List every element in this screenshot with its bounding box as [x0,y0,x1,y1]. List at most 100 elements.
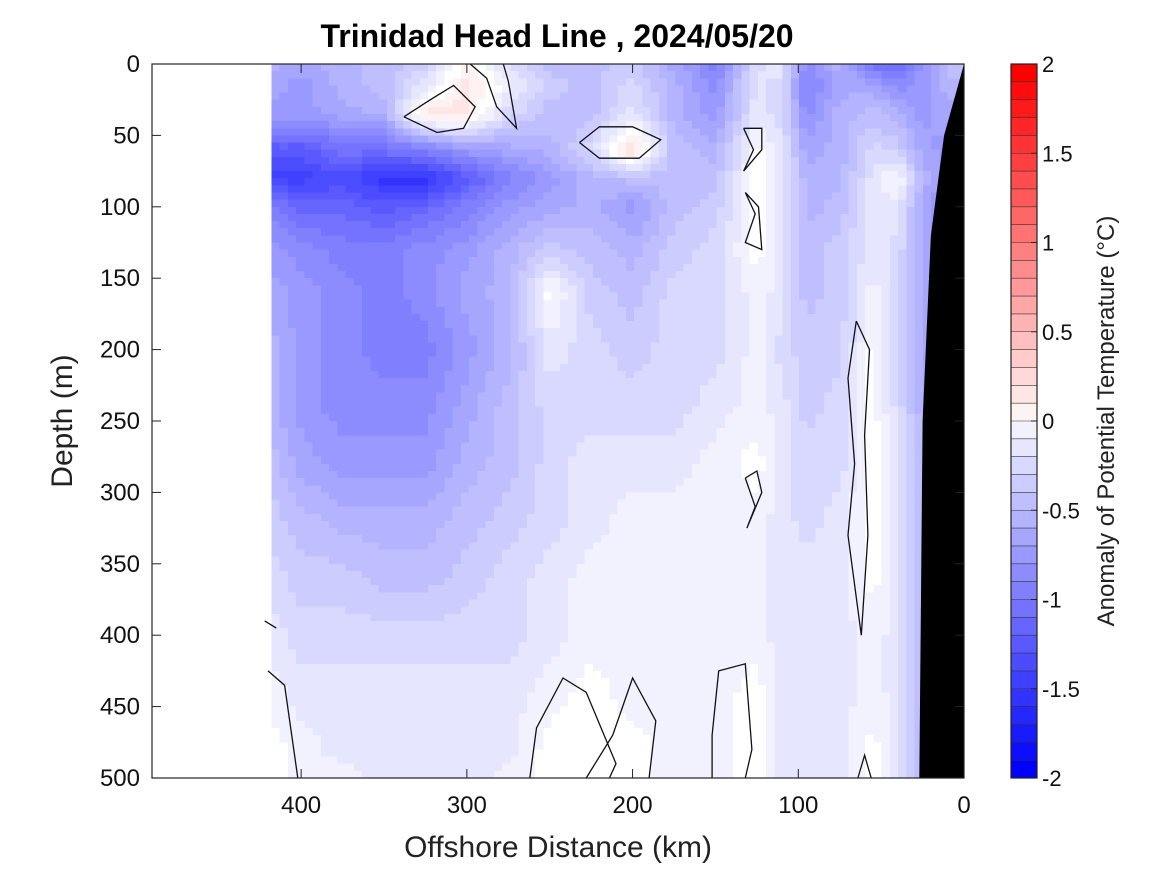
anomaly-cell [658,363,668,372]
anomaly-cell [279,278,289,286]
anomaly-cell [790,156,800,165]
anomaly-cell [840,328,850,336]
anomaly-cell [592,363,602,372]
anomaly-cell [782,121,792,129]
anomaly-cell [658,71,668,79]
anomaly-cell [873,185,883,194]
anomaly-cell [477,171,487,179]
anomaly-cell [436,135,446,144]
anomaly-cell [865,470,874,479]
anomaly-cell [873,463,883,472]
anomaly-cell [790,106,800,115]
anomaly-cell [741,371,751,379]
anomaly-cell [675,292,685,301]
anomaly-cell [840,378,850,386]
anomaly-cell [832,99,841,108]
anomaly-cell [378,235,388,244]
anomaly-cell [667,478,676,486]
anomaly-cell [378,342,388,351]
anomaly-cell [543,178,553,186]
anomaly-cell [477,421,487,429]
anomaly-cell [460,185,470,194]
anomaly-cell [551,470,561,479]
anomaly-cell [667,221,676,229]
anomaly-cell [362,85,371,94]
anomaly-cell [551,128,561,136]
anomaly-cell [444,285,454,294]
anomaly-cell [287,235,297,244]
anomaly-cell [799,113,808,122]
anomaly-cell [642,228,652,236]
anomaly-cell [329,392,338,401]
anomaly-cell [807,413,817,422]
anomaly-cell [559,206,569,215]
anomaly-cell [840,413,850,422]
anomaly-cell [460,256,470,265]
anomaly-cell [749,235,759,244]
anomaly-cell [658,392,668,401]
anomaly-cell [658,442,668,451]
anomaly-cell [799,442,808,451]
anomaly-cell [304,371,314,379]
anomaly-cell [642,306,652,315]
anomaly-cell [304,399,314,408]
anomaly-cell [700,121,709,129]
anomaly-cell [889,328,899,336]
anomaly-cell [823,178,833,186]
anomaly-cell [526,64,536,72]
anomaly-cell [271,128,281,136]
anomaly-cell [691,378,701,386]
anomaly-cell [386,213,396,222]
anomaly-cell [741,228,751,236]
anomaly-cell [774,342,784,351]
anomaly-cell [889,128,899,136]
anomaly-cell [691,263,701,272]
anomaly-cell [889,242,899,251]
anomaly-cell [642,178,652,186]
anomaly-cell [362,78,371,87]
anomaly-cell [370,321,380,329]
anomaly-cell [617,106,627,115]
anomaly-cell [749,470,759,479]
anomaly-cell [741,206,751,215]
anomaly-cell [370,78,380,87]
anomaly-cell [658,78,668,87]
anomaly-cell [444,71,454,79]
anomaly-cell [782,413,792,422]
anomaly-cell [774,228,784,236]
anomaly-cell [271,192,281,201]
anomaly-cell [749,421,759,429]
anomaly-cell [370,213,380,222]
anomaly-cell [320,206,330,215]
anomaly-cell [799,449,808,458]
anomaly-cell [271,92,281,101]
anomaly-cell [362,142,371,151]
anomaly-cell [592,64,602,72]
anomaly-cell [329,156,338,165]
anomaly-cell [543,99,553,108]
anomaly-cell [799,199,808,208]
anomaly-cell [906,442,916,451]
anomaly-cell [427,228,437,236]
anomaly-cell [898,228,907,236]
anomaly-cell [691,371,701,379]
anomaly-cell [353,171,363,179]
anomaly-cell [395,463,404,472]
anomaly-cell [559,449,569,458]
anomaly-cell [568,171,578,179]
anomaly-cell [865,213,874,222]
anomaly-cell [617,292,627,301]
anomaly-cell [700,228,709,236]
anomaly-cell [667,135,676,144]
anomaly-cell [559,178,569,186]
anomaly-cell [832,292,841,301]
anomaly-cell [832,313,841,322]
anomaly-cell [865,271,874,279]
anomaly-cell [691,149,701,158]
anomaly-cell [658,435,668,444]
anomaly-cell [865,321,874,329]
anomaly-cell [493,363,503,372]
anomaly-cell [716,421,726,429]
anomaly-cell [708,99,718,108]
anomaly-cell [444,485,454,493]
